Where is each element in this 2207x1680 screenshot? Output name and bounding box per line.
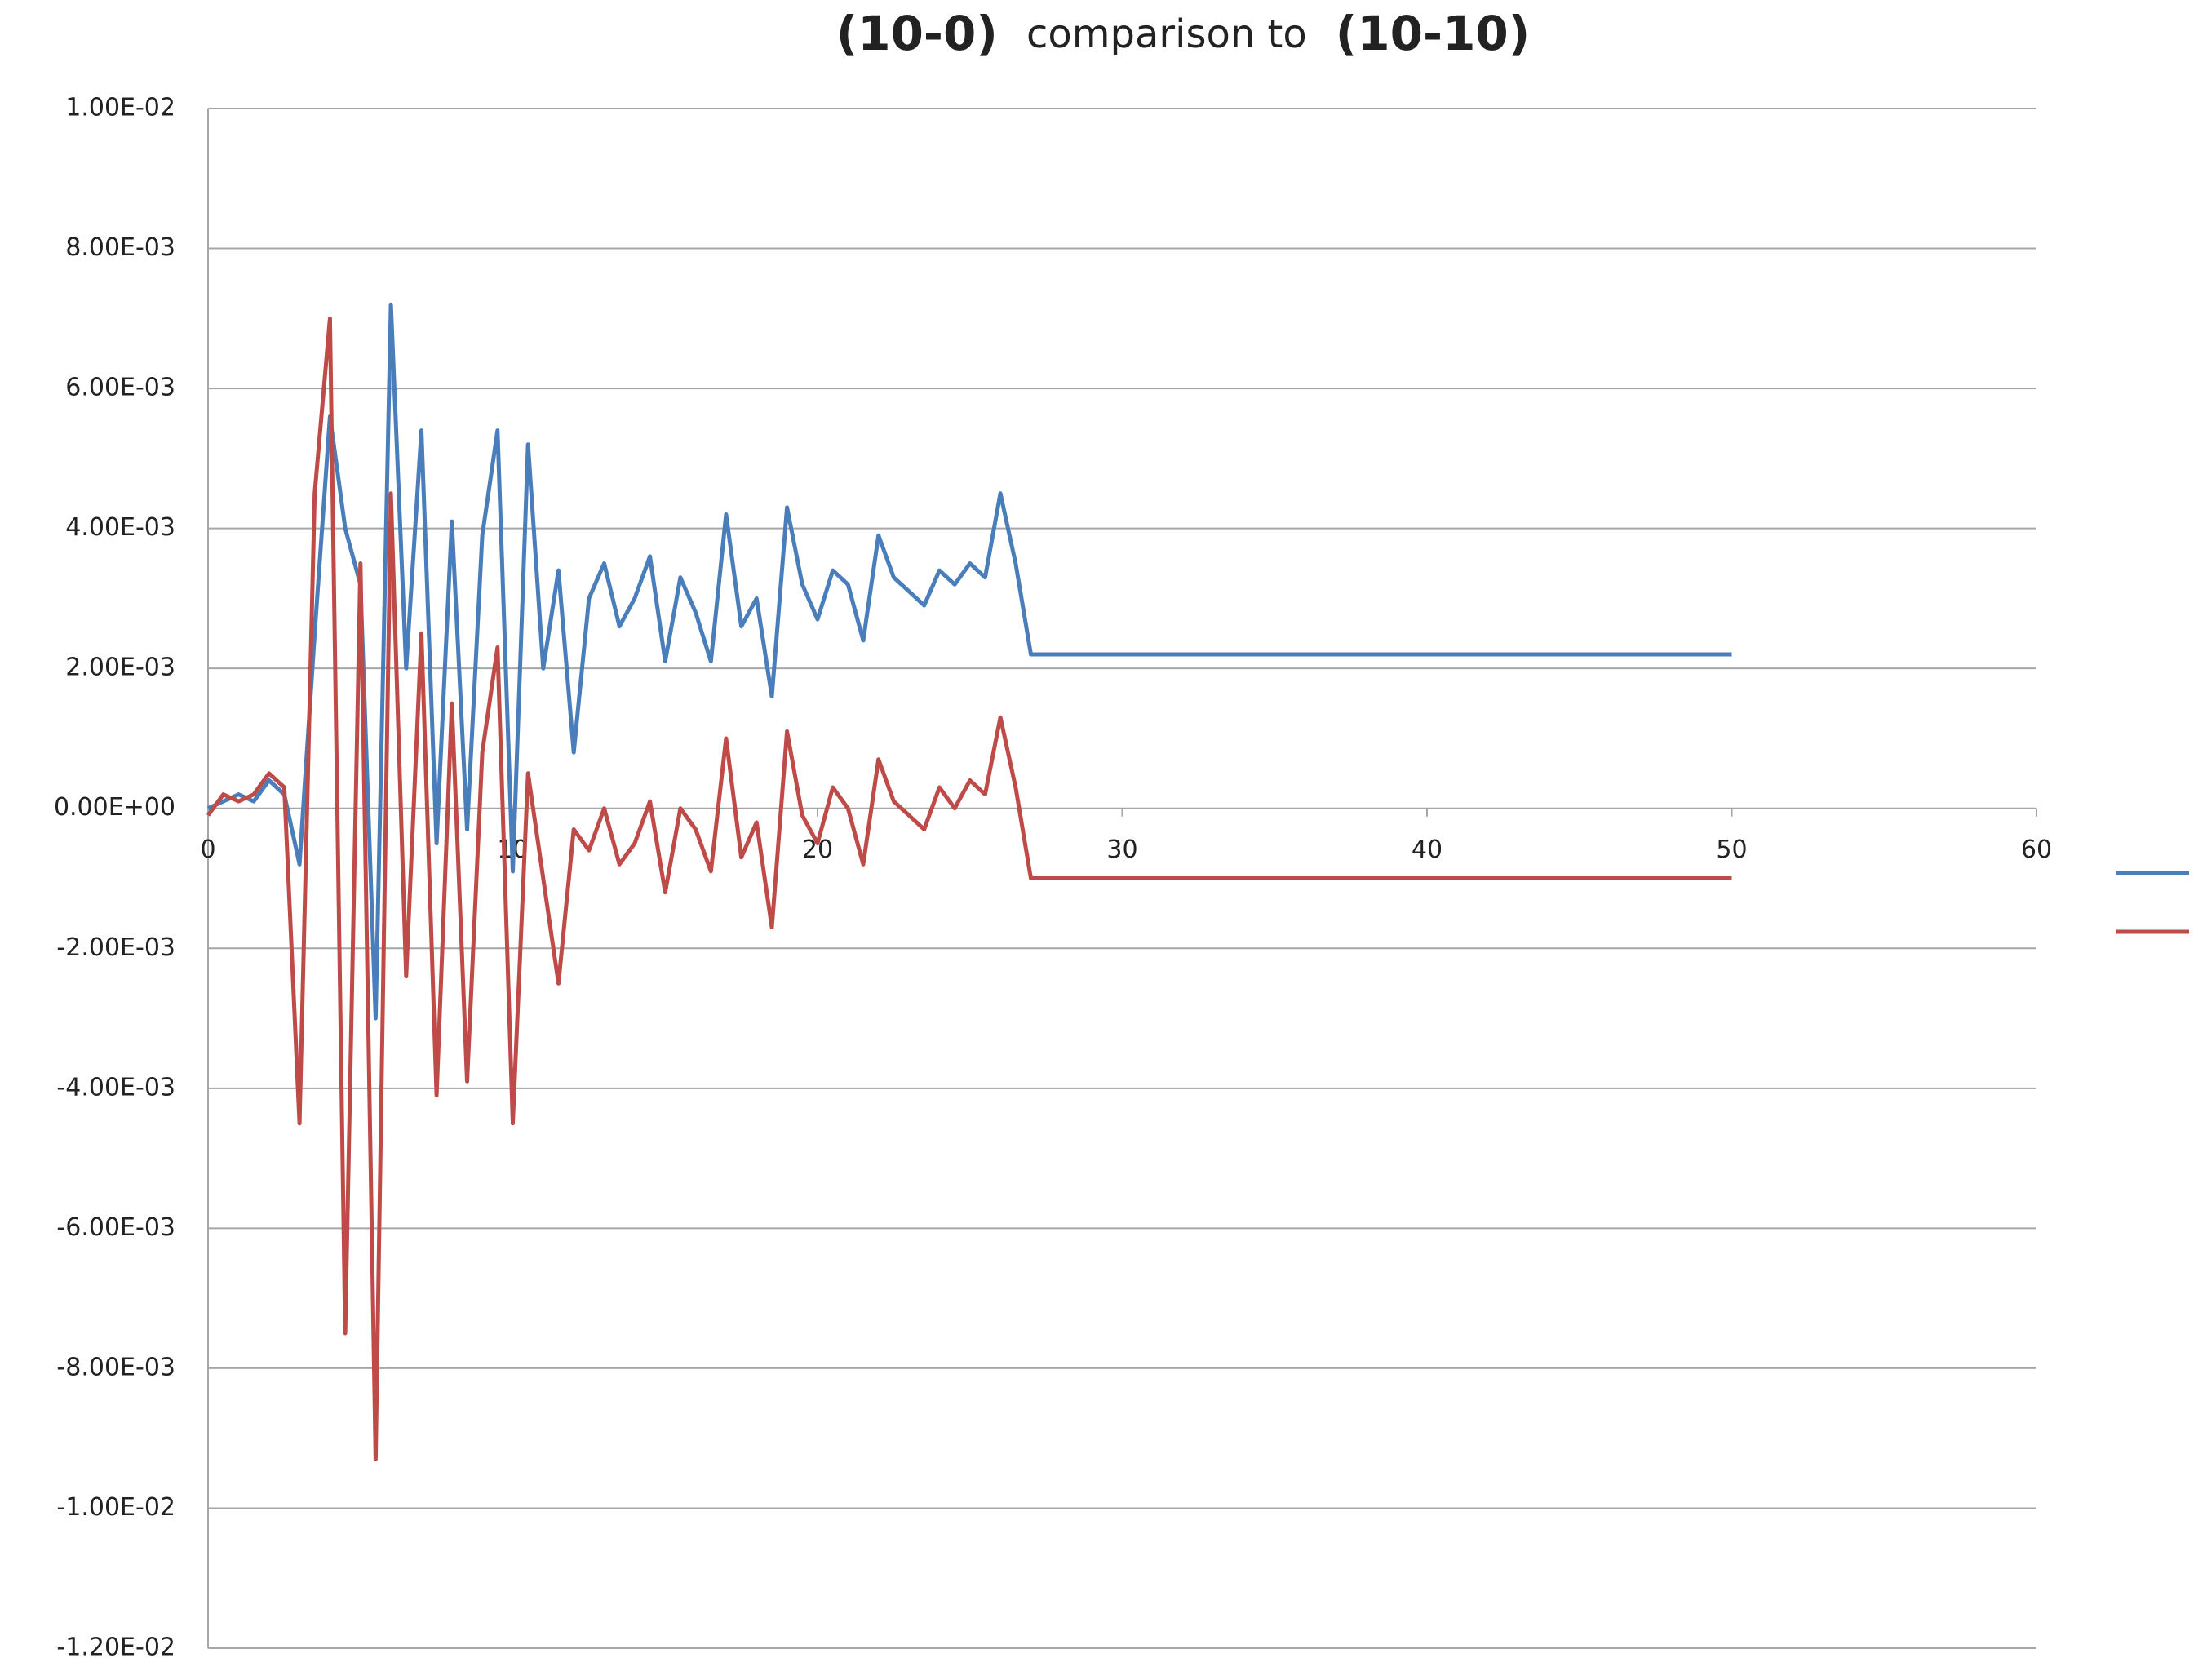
y-tick-label: -8.00E-03 <box>56 1353 175 1381</box>
y-tick-label: 2.00E-03 <box>65 654 175 682</box>
y-tick-label: 8.00E-03 <box>65 233 175 262</box>
y-tick-label: -1.20E-02 <box>56 1633 175 1662</box>
y-tick-label: 4.00E-03 <box>65 513 175 542</box>
y-tick-label: -2.00E-03 <box>56 933 175 962</box>
x-tick-label: 40 <box>1412 836 1443 864</box>
data-line <box>206 302 1732 1021</box>
title-part: (10-10) <box>1336 6 1531 61</box>
y-tick-label: -1.00E-02 <box>56 1493 175 1522</box>
x-tick-label: 0 <box>200 836 215 864</box>
x-tick-label: 60 <box>2021 836 2052 864</box>
title-part: comparison to <box>1026 11 1307 57</box>
data-line <box>206 316 1732 1461</box>
x-tick-label: 50 <box>1716 836 1747 864</box>
title-part: (10-0) <box>836 6 998 61</box>
y-tick-label: 0.00E+00 <box>54 793 175 822</box>
y-tick-label: -6.00E-03 <box>56 1213 175 1242</box>
y-tick-label: 1.00E-02 <box>65 94 175 122</box>
chart-title: (10-0) comparison to (10-10) <box>836 6 1531 61</box>
y-tick-label: -4.00E-03 <box>56 1073 175 1102</box>
x-tick-label: 30 <box>1106 836 1137 864</box>
y-tick-label: 6.00E-03 <box>65 374 175 402</box>
